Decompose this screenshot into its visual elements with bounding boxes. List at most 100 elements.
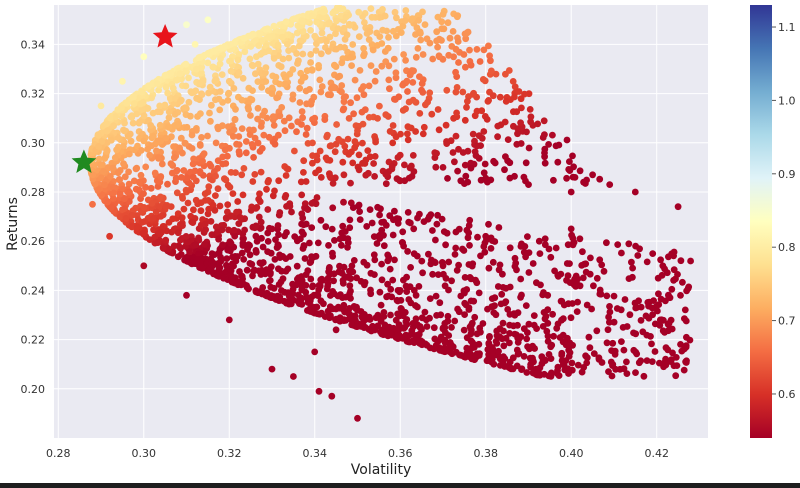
scatter-point: [296, 37, 304, 45]
scatter-point: [514, 130, 521, 138]
scatter-point: [249, 30, 257, 38]
scatter-point: [103, 147, 111, 155]
scatter-point: [506, 174, 514, 182]
scatter-point: [288, 208, 295, 216]
scatter-point: [286, 253, 294, 260]
bottom-bar: [0, 483, 800, 488]
scatter-point: [178, 174, 185, 181]
scatter-point: [316, 147, 324, 155]
scatter-point: [299, 214, 307, 222]
scatter-point: [309, 282, 317, 290]
scatter-point: [370, 251, 378, 259]
scatter-point: [103, 127, 111, 135]
scatter-point: [567, 188, 575, 196]
scatter-point: [518, 366, 525, 373]
scatter-point: [517, 243, 525, 250]
scatter-point: [288, 122, 295, 130]
scatter-point: [355, 8, 363, 16]
scatter-point: [432, 236, 439, 244]
scatter-point: [157, 193, 164, 201]
scatter-point: [462, 63, 469, 71]
scatter-point: [365, 36, 373, 43]
scatter-point: [530, 312, 538, 319]
scatter-point: [314, 292, 322, 299]
scatter-point: [662, 344, 670, 352]
scatter-point: [544, 338, 552, 345]
scatter-point: [231, 274, 239, 282]
scatter-point: [440, 270, 447, 278]
scatter-point: [202, 226, 210, 234]
scatter-point: [402, 282, 410, 290]
scatter-point: [331, 61, 338, 69]
scatter-point: [285, 300, 293, 308]
scatter-point: [269, 113, 277, 120]
scatter-point: [303, 100, 310, 108]
scatter-point: [506, 330, 513, 337]
scatter-point: [306, 86, 313, 93]
scatter-point: [485, 97, 492, 104]
scatter-point: [392, 69, 400, 77]
scatter-point: [628, 258, 635, 266]
scatter-point: [189, 219, 197, 227]
scatter-point: [664, 320, 672, 328]
scatter-point: [616, 365, 624, 373]
scatter-point: [396, 151, 404, 159]
colorbar-tick-label: 0.9: [778, 168, 796, 181]
y-tick-label: 0.32: [21, 88, 46, 101]
scatter-point: [525, 181, 532, 189]
scatter-point: [308, 224, 316, 232]
scatter-point: [500, 327, 507, 335]
scatter-point: [278, 33, 286, 41]
scatter-point: [452, 132, 460, 140]
scatter-point: [167, 160, 175, 168]
scatter-point: [389, 231, 397, 239]
scatter-point: [216, 88, 224, 95]
scatter-point: [474, 233, 481, 241]
scatter-point: [259, 259, 267, 266]
x-tick-label: 0.32: [217, 447, 242, 460]
x-tick-label: 0.34: [302, 447, 327, 460]
scatter-point: [522, 253, 529, 261]
scatter-point: [177, 97, 184, 105]
scatter-point: [438, 215, 446, 223]
scatter-point: [489, 346, 497, 354]
scatter-point: [167, 95, 174, 103]
scatter-point: [264, 238, 272, 245]
scatter-point: [645, 298, 653, 306]
scatter-point: [494, 122, 502, 130]
scatter-point: [618, 338, 625, 345]
scatter-point: [585, 333, 593, 341]
scatter-point: [301, 255, 309, 262]
scatter-point: [231, 115, 239, 123]
scatter-point: [271, 187, 278, 195]
scatter-point: [466, 46, 473, 54]
scatter-point: [491, 159, 499, 167]
scatter-point: [623, 323, 631, 330]
scatter-point: [193, 126, 200, 134]
scatter-point: [491, 294, 499, 302]
scatter-point: [344, 235, 352, 243]
scatter-point: [418, 341, 426, 349]
scatter-point: [610, 318, 618, 326]
scatter-point: [318, 29, 326, 37]
scatter-point: [555, 372, 563, 379]
scatter-point: [434, 271, 442, 278]
scatter-point: [471, 313, 479, 321]
scatter-point: [197, 207, 205, 215]
scatter-point: [496, 93, 504, 101]
scatter-point: [480, 169, 488, 177]
scatter-point: [386, 212, 394, 220]
scatter-point: [361, 279, 369, 286]
scatter-point: [455, 59, 462, 66]
scatter-point: [429, 270, 436, 278]
scatter-point: [502, 153, 509, 161]
scatter-point: [661, 359, 669, 366]
scatter-point: [205, 50, 213, 58]
scatter-point: [206, 83, 214, 91]
scatter-point: [232, 279, 239, 287]
scatter-point: [374, 203, 381, 211]
scatter-point: [439, 262, 447, 270]
scatter-point: [549, 310, 556, 318]
scatter-point: [384, 292, 392, 300]
scatter-point: [469, 130, 477, 138]
